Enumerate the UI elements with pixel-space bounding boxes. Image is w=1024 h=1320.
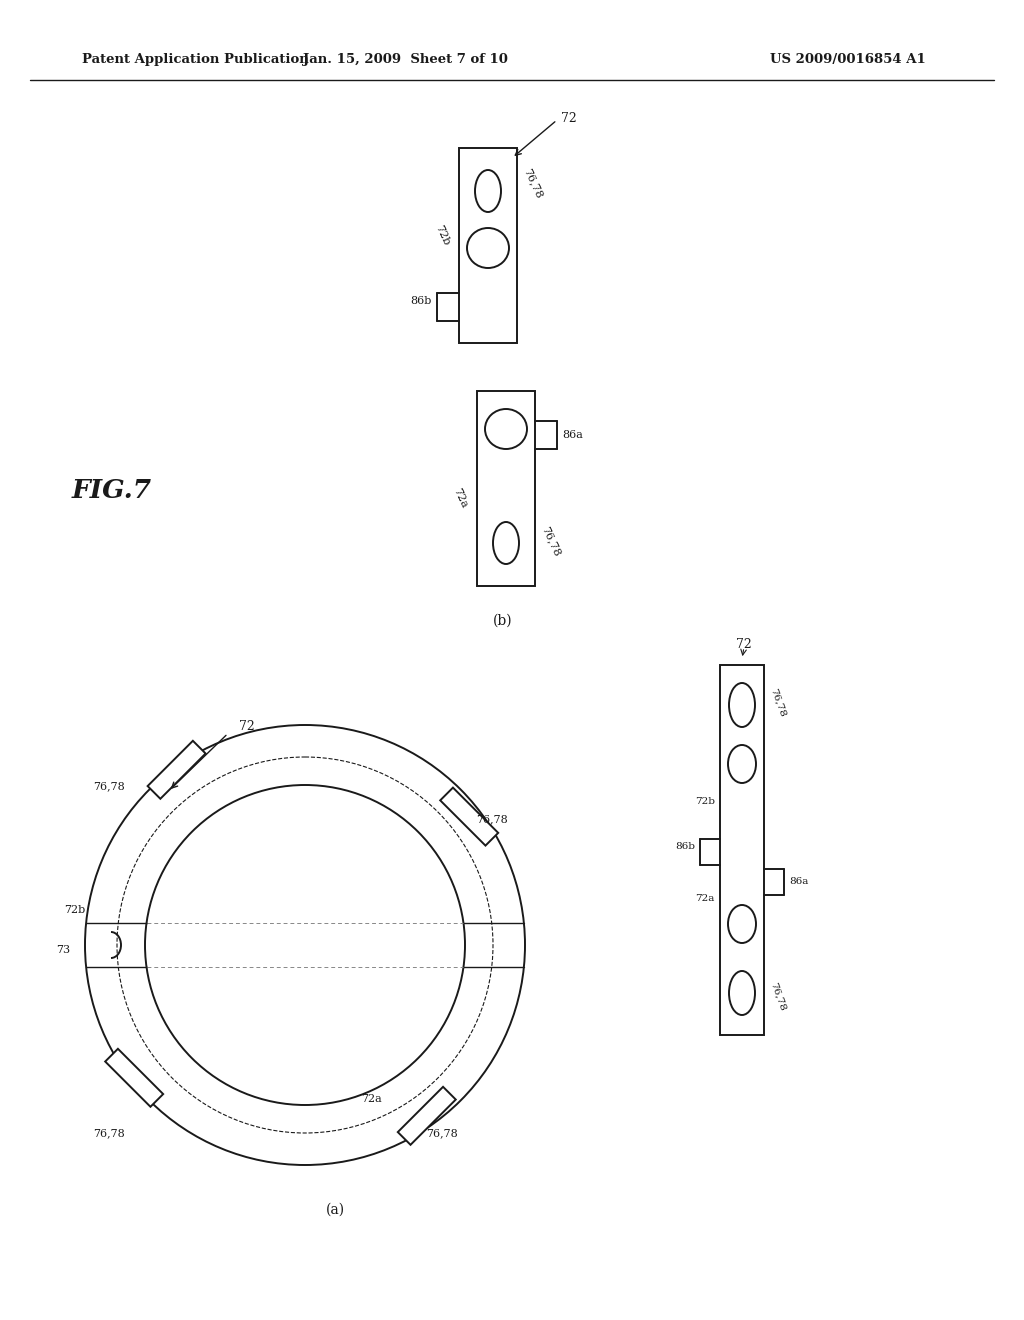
Ellipse shape <box>728 744 756 783</box>
Polygon shape <box>459 148 517 343</box>
Text: 76,78: 76,78 <box>93 781 125 792</box>
Text: 76,78: 76,78 <box>426 1129 458 1138</box>
Ellipse shape <box>485 409 527 449</box>
Text: 72b: 72b <box>695 797 715 807</box>
Text: 76,78: 76,78 <box>768 982 786 1012</box>
Polygon shape <box>440 788 499 846</box>
Text: 86b: 86b <box>675 842 695 851</box>
Text: Patent Application Publication: Patent Application Publication <box>82 54 309 66</box>
Text: 72: 72 <box>239 721 255 734</box>
Ellipse shape <box>493 521 519 564</box>
Text: 72: 72 <box>561 111 577 124</box>
Text: 76,78: 76,78 <box>93 1129 125 1138</box>
Ellipse shape <box>475 170 501 213</box>
Text: 72a: 72a <box>452 487 469 510</box>
Text: 76,78: 76,78 <box>540 524 562 557</box>
Ellipse shape <box>467 228 509 268</box>
Text: (a): (a) <box>326 1203 344 1217</box>
Text: (b): (b) <box>494 614 513 628</box>
Text: 72a: 72a <box>361 1094 382 1104</box>
Text: 72b: 72b <box>433 224 451 247</box>
Ellipse shape <box>729 682 755 727</box>
Text: Jan. 15, 2009  Sheet 7 of 10: Jan. 15, 2009 Sheet 7 of 10 <box>302 54 508 66</box>
Text: 86a: 86a <box>790 878 808 887</box>
Text: US 2009/0016854 A1: US 2009/0016854 A1 <box>770 54 926 66</box>
Polygon shape <box>105 1049 163 1106</box>
Text: 73: 73 <box>56 945 70 954</box>
Polygon shape <box>720 665 764 1035</box>
Ellipse shape <box>85 725 525 1166</box>
Text: 76,78: 76,78 <box>476 814 508 825</box>
Polygon shape <box>397 1086 456 1144</box>
Ellipse shape <box>729 972 755 1015</box>
Text: 76,78: 76,78 <box>768 688 786 718</box>
Text: 72: 72 <box>736 639 752 652</box>
Text: 86a: 86a <box>562 430 583 440</box>
Text: FIG.7: FIG.7 <box>72 478 152 503</box>
Ellipse shape <box>145 785 465 1105</box>
Polygon shape <box>477 391 535 586</box>
Text: 72b: 72b <box>63 906 85 915</box>
Text: 76,78: 76,78 <box>522 166 545 199</box>
Ellipse shape <box>728 906 756 942</box>
Polygon shape <box>147 741 206 799</box>
Text: 72a: 72a <box>695 894 715 903</box>
Text: 86b: 86b <box>411 297 432 306</box>
